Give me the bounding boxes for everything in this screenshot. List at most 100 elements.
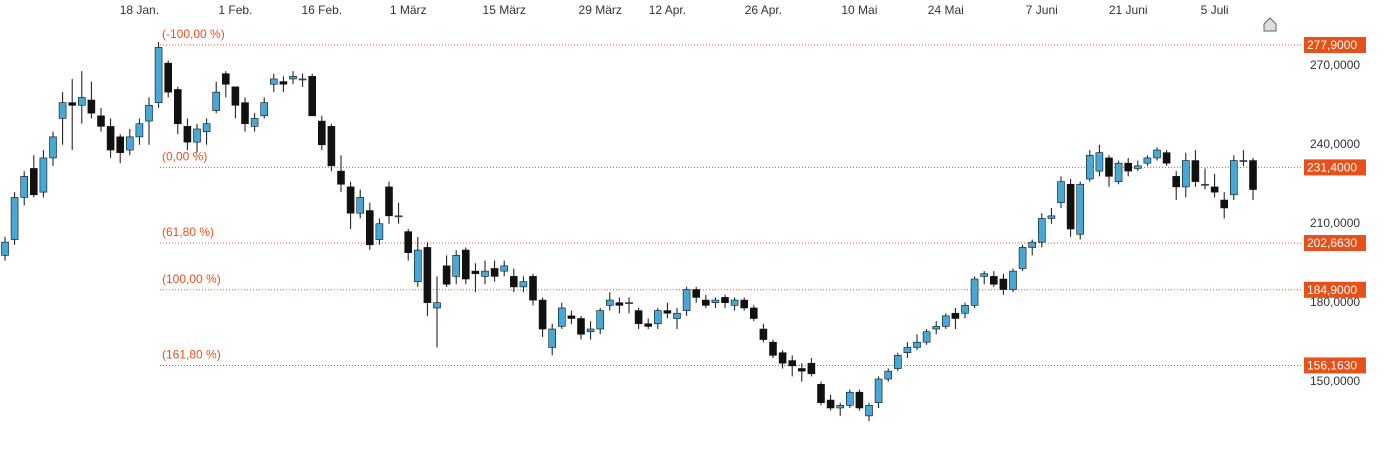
level-box: [1304, 159, 1366, 176]
candle-body: [634, 310, 643, 325]
x-tick-label: 10 Mai: [841, 3, 877, 17]
candle-body: [97, 115, 105, 127]
x-tick-label: 16 Feb.: [301, 3, 342, 17]
candle-body: [29, 168, 38, 196]
candle-body: [826, 399, 835, 409]
level-label: 184,9000: [1307, 283, 1357, 297]
candle-body: [711, 299, 720, 304]
y-tick-label: 240,0000: [1310, 137, 1360, 151]
candle-body: [452, 255, 461, 277]
level-box: [1304, 357, 1366, 374]
candle-body: [164, 62, 172, 93]
candle-body: [365, 210, 374, 246]
candle-body: [884, 370, 893, 380]
candle-body: [913, 341, 921, 348]
candle-body: [500, 265, 509, 272]
candle-body: [893, 355, 902, 369]
candle-body: [10, 197, 19, 240]
candle-body: [817, 383, 825, 404]
candle-body: [1076, 183, 1084, 235]
candle-body: [298, 78, 307, 81]
candle-body: [423, 247, 432, 304]
candle-body: [461, 249, 470, 280]
candle-body: [1066, 183, 1075, 230]
candle-body: [193, 128, 201, 143]
candle-body: [183, 126, 192, 143]
candle-body: [653, 310, 662, 325]
y-tick-label: 270,0000: [1310, 58, 1360, 72]
candle-body: [346, 186, 355, 214]
x-tick-label: 5 Juli: [1201, 3, 1229, 17]
candle-body: [855, 391, 864, 409]
candle-body: [874, 378, 883, 404]
candle-body: [1057, 181, 1065, 203]
candle-body: [836, 405, 845, 409]
candle-body: [413, 249, 422, 282]
candle-body: [1249, 160, 1257, 190]
candle-body: [404, 231, 413, 253]
candle-body: [740, 299, 749, 309]
candle-body: [1153, 149, 1161, 159]
candle-body: [433, 302, 441, 309]
candle-body: [490, 268, 499, 277]
level-label: 277,9000: [1307, 38, 1357, 52]
candle-body: [682, 289, 691, 311]
candle-body: [1105, 157, 1113, 177]
candle-body: [663, 310, 672, 314]
level-name: (100,00 %): [162, 272, 221, 286]
candle-body: [279, 81, 288, 85]
candle-body: [116, 136, 124, 153]
candle-body: [778, 352, 787, 364]
candle-body: [692, 289, 701, 298]
candle-body: [327, 126, 336, 167]
x-tick-label: 24 Mai: [928, 3, 964, 17]
candle-body: [269, 78, 278, 85]
x-tick-label: 26 Apr.: [745, 3, 782, 17]
candle-body: [78, 97, 86, 106]
candle-body: [759, 328, 768, 340]
candle-body: [385, 186, 393, 217]
candle-body: [509, 276, 518, 288]
candle-body: [961, 305, 969, 314]
candle-body: [529, 276, 537, 301]
level-box: [1304, 281, 1366, 298]
candle-body: [989, 276, 998, 285]
candle-body: [375, 223, 384, 240]
candle-body: [903, 347, 912, 354]
candle-body: [922, 331, 931, 343]
candle-body: [106, 126, 115, 151]
candle-body: [1201, 183, 1209, 186]
candle-body: [1172, 176, 1180, 188]
x-tick-label: 1 März: [390, 3, 427, 17]
candle-body: [769, 341, 777, 356]
candle-body: [519, 281, 528, 288]
candle-body: [231, 86, 240, 106]
candle-body: [586, 328, 595, 332]
candle-body: [126, 136, 134, 151]
candle-body: [970, 278, 979, 306]
candle-body: [1124, 162, 1132, 172]
candle-body: [39, 157, 48, 193]
candle-body: [68, 102, 76, 106]
candle-body: [87, 99, 96, 114]
candle-body: [567, 315, 576, 319]
level-name: (0,00 %): [162, 150, 207, 164]
candle-body: [481, 270, 489, 277]
candle-body: [1114, 162, 1123, 182]
candle-body: [1038, 218, 1046, 243]
candle-body: [548, 328, 557, 348]
candle-body: [49, 136, 57, 159]
candle-body: [20, 176, 29, 198]
candle-body: [1210, 186, 1219, 193]
candle-body: [941, 315, 950, 327]
level-label: 231,4000: [1307, 161, 1357, 175]
candle-body: [730, 299, 739, 306]
x-tick-label: 18 Jan.: [120, 3, 159, 17]
level-name: (61,80 %): [162, 225, 214, 239]
candle-body: [289, 76, 297, 80]
candle-body: [932, 326, 941, 330]
candle-body: [1009, 270, 1017, 290]
home-icon[interactable]: [1263, 17, 1277, 32]
candle-body: [135, 123, 144, 138]
